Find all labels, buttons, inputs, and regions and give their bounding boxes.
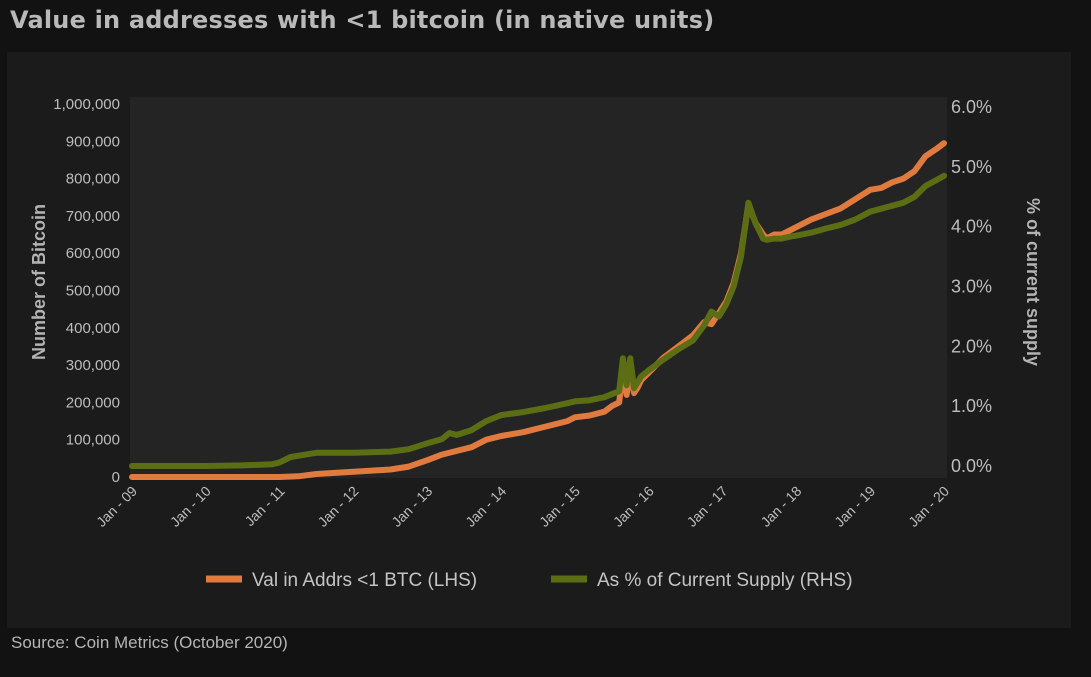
x-tick-label: Jan - 09 — [93, 483, 140, 530]
x-tick-label: Jan - 16 — [610, 483, 657, 530]
x-tick-label: Jan - 15 — [536, 483, 583, 530]
y-tick-label: 400,000 — [66, 320, 120, 337]
legend-item-lhs: Val in Addrs <1 BTC (LHS) — [206, 570, 477, 591]
y-tick-label: 0 — [112, 469, 120, 486]
series-line-rhs — [129, 172, 947, 469]
legend-label-lhs: Val in Addrs <1 BTC (LHS) — [252, 570, 477, 591]
legend-label-rhs: As % of Current Supply (RHS) — [597, 570, 853, 591]
y-tick-label: 500,000 — [66, 283, 120, 300]
source-note: Source: Coin Metrics (October 2020) — [11, 633, 288, 652]
y-tick-label: 200,000 — [66, 394, 120, 411]
x-axis-ticks: Jan - 09 Jan - 10 Jan - 11 Jan - 12 Jan - 13… — [93, 483, 952, 530]
y2-axis-ticks: 0.0% 1.0% 2.0% 3.0% 4.0% 5.0% 6.0% — [951, 97, 992, 476]
y-tick-label: 1,000,000 — [53, 96, 120, 113]
y2-tick-label: 0.0% — [951, 456, 992, 476]
y2-tick-label: 5.0% — [951, 157, 992, 177]
series-lines — [129, 140, 947, 480]
x-tick-label: Jan - 13 — [388, 483, 435, 530]
plot-area — [130, 97, 947, 478]
y-tick-label: 900,000 — [66, 133, 120, 150]
y-tick-label: 300,000 — [66, 357, 120, 374]
x-tick-label: Jan - 10 — [167, 483, 214, 530]
y2-tick-label: 1.0% — [951, 396, 992, 416]
y-tick-label: 600,000 — [66, 245, 120, 262]
y2-tick-label: 4.0% — [951, 217, 992, 237]
x-tick-label: Jan - 12 — [314, 483, 361, 530]
y2-tick-label: 2.0% — [951, 336, 992, 356]
legend-item-rhs: As % of Current Supply (RHS) — [551, 570, 853, 591]
legend: Val in Addrs <1 BTC (LHS) As % of Curren… — [206, 570, 853, 591]
x-tick-label: Jan - 14 — [462, 483, 509, 530]
y-tick-label: 800,000 — [66, 171, 120, 188]
y-axis-ticks: 0 100,000 200,000 300,000 400,000 500,000 600,… — [53, 96, 120, 486]
x-tick-label: Jan - 11 — [241, 483, 287, 529]
y-axis-label: Number of Bitcoin — [29, 204, 49, 360]
y2-axis-label: % of current supply — [1023, 198, 1043, 366]
x-tick-label: Jan - 20 — [905, 483, 952, 530]
y-tick-label: 700,000 — [66, 208, 120, 225]
y2-tick-label: 6.0% — [951, 97, 992, 117]
y2-tick-label: 3.0% — [951, 277, 992, 297]
x-tick-label: Jan - 17 — [684, 483, 731, 530]
x-tick-label: Jan - 19 — [831, 483, 878, 530]
x-tick-label: Jan - 18 — [757, 483, 804, 530]
chart-title: Value in addresses with <1 bitcoin (in n… — [10, 6, 715, 34]
y-tick-label: 100,000 — [66, 432, 120, 449]
